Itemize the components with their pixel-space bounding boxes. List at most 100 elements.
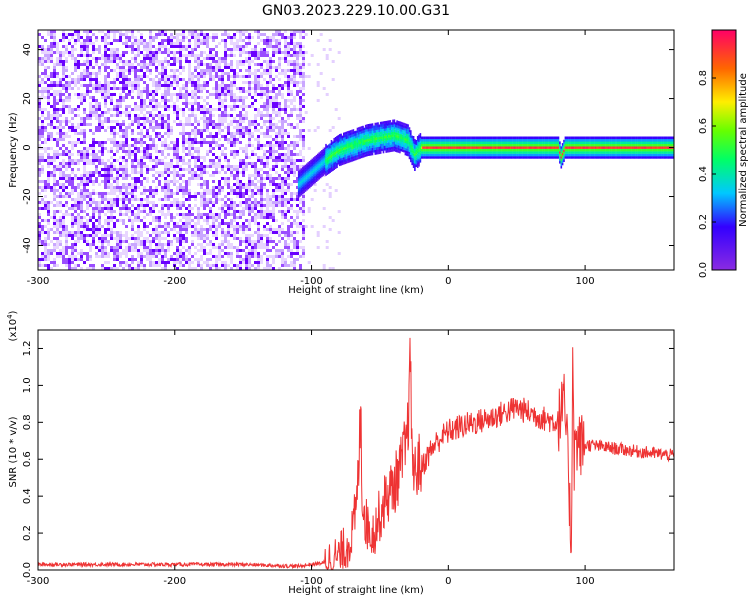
heatmap-cell: [116, 231, 119, 234]
heatmap-cell: [236, 132, 239, 135]
heatmap-cell: [125, 114, 128, 117]
heatmap-cell: [149, 144, 152, 147]
heatmap-cell: [248, 204, 251, 207]
heatmap-cell: [254, 147, 257, 150]
heatmap-cell: [83, 78, 86, 81]
heatmap-cell: [257, 144, 260, 147]
heatmap-cell: [312, 159, 315, 163]
heatmap-cell: [272, 180, 275, 183]
heatmap-cell: [152, 45, 155, 48]
heatmap-cell: [336, 140, 338, 144]
heatmap-cell: [333, 140, 335, 143]
heatmap-cell: [269, 81, 272, 84]
heatmap-cell: [104, 261, 107, 264]
heatmap-cell: [209, 201, 212, 204]
heatmap-cell: [164, 81, 167, 84]
heatmap-cell: [322, 225, 326, 228]
heatmap-cell: [215, 36, 218, 39]
heatmap-cell: [263, 72, 266, 75]
heatmap-cell: [158, 243, 161, 246]
heatmap-cell: [254, 30, 257, 33]
heatmap-cell: [194, 132, 197, 135]
heatmap-cell: [230, 123, 233, 126]
heatmap-cell: [263, 42, 266, 45]
heatmap-cell: [182, 237, 185, 240]
heatmap-cell: [170, 255, 173, 258]
heatmap-cell: [293, 159, 296, 162]
heatmap-cell: [257, 78, 260, 81]
heatmap-cell: [306, 163, 308, 167]
heatmap-cell: [38, 171, 41, 174]
heatmap-cell: [65, 261, 68, 264]
heatmap-cell: [152, 57, 155, 60]
heatmap-cell: [322, 174, 326, 177]
heatmap-cell: [140, 102, 143, 105]
heatmap-cell: [197, 72, 200, 75]
heatmap-cell: [227, 123, 230, 126]
heatmap-cell: [128, 60, 131, 63]
heatmap-cell: [176, 249, 179, 252]
heatmap-cell: [83, 195, 86, 198]
heatmap-cell: [254, 219, 257, 222]
heatmap-cell: [227, 192, 230, 195]
heatmap-cell: [149, 99, 152, 102]
heatmap-cell: [287, 105, 290, 108]
heatmap-cell: [188, 141, 191, 144]
heatmap-cell: [50, 30, 53, 33]
heatmap-cell: [101, 246, 104, 249]
heatmap-cell: [71, 186, 74, 189]
heatmap-cell: [212, 135, 215, 138]
heatmap-cell: [197, 210, 200, 213]
heatmap-cell: [257, 135, 260, 138]
heatmap-cell: [218, 171, 221, 174]
heatmap-cell: [281, 69, 284, 72]
heatmap-cell: [113, 51, 116, 54]
heatmap-cell: [221, 240, 224, 243]
heatmap-cell: [41, 243, 44, 246]
heatmap-cell: [209, 105, 212, 108]
heatmap-cell: [287, 165, 290, 168]
heatmap-cell: [89, 42, 92, 45]
heatmap-cell: [80, 174, 83, 177]
heatmap-cell: [80, 99, 83, 102]
heatmap-cell: [149, 234, 152, 237]
heatmap-cell: [68, 126, 71, 129]
heatmap-cell: [338, 161, 341, 164]
heatmap-cell: [188, 225, 191, 228]
heatmap-cell: [182, 108, 185, 111]
heatmap-cell: [158, 78, 161, 81]
heatmap-cell: [315, 167, 318, 170]
heatmap-cell: [44, 225, 47, 228]
heatmap-cell: [233, 174, 236, 177]
heatmap-cell: [74, 204, 77, 207]
heatmap-cell: [343, 140, 345, 143]
heatmap-cell: [140, 243, 143, 246]
heatmap-cell: [287, 189, 290, 192]
heatmap-cell: [281, 93, 284, 96]
heatmap-cell: [275, 198, 278, 201]
heatmap-cell: [161, 120, 164, 123]
heatmap-cell: [86, 267, 89, 270]
heatmap-cell: [173, 237, 176, 240]
heatmap-cell: [242, 126, 245, 129]
heatmap-cell: [290, 60, 293, 63]
heatmap-cell: [203, 183, 206, 186]
heatmap-cell: [56, 222, 59, 225]
heatmap-cell: [269, 204, 272, 207]
heatmap-cell: [293, 81, 296, 84]
heatmap-cell: [92, 45, 95, 48]
heatmap-cell: [47, 90, 50, 93]
heatmap-cell: [179, 156, 182, 159]
heatmap-cell: [275, 141, 278, 144]
heatmap-cell: [206, 81, 209, 84]
heatmap-cell: [65, 96, 68, 99]
heatmap-cell: [343, 147, 345, 150]
heatmap-cell: [306, 180, 308, 184]
heatmap-cell: [161, 141, 164, 144]
heatmap-cell: [176, 36, 179, 39]
heatmap-cell: [62, 93, 65, 96]
heatmap-cell: [272, 60, 275, 63]
heatmap-cell: [122, 201, 125, 204]
heatmap-cell: [161, 117, 164, 120]
heatmap-cell: [182, 216, 185, 219]
